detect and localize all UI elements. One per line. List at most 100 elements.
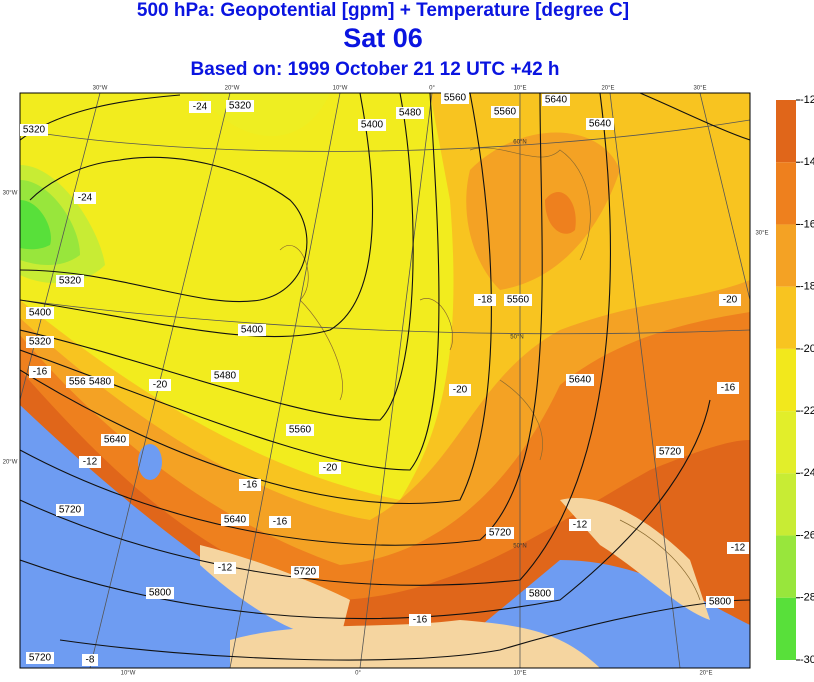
contour-label-bg [211,370,239,382]
contour-label-bg [26,336,54,348]
contour-label: 5800 [529,589,552,600]
graticule-label: 0° [429,86,435,92]
contour-label-bg [526,588,554,600]
contour-label-bg [542,94,570,106]
graticule-label: 50°N [510,335,523,341]
contour-label-bg [226,100,254,112]
contour-label-bg [569,519,591,531]
contour-label: 5640 [224,515,247,526]
contour-label: 5720 [59,505,82,516]
contour-label-bg [74,192,96,204]
contour-label-bg [56,504,84,516]
subtitle: Sat 06 [343,23,423,53]
contour-label-bg [441,92,469,104]
contour-label: -24 [78,193,93,204]
contour-label-bg [396,107,424,119]
contour-label: -16 [413,615,428,626]
legend-label: -12 [800,94,814,106]
legend-label: -16 [800,218,814,230]
contour-label-bg [82,654,98,666]
contour-label: -12 [83,457,98,468]
graticule-label: 20°E [601,86,614,92]
contour-label: 5480 [399,108,422,119]
graticule-label: 20°E [699,671,712,677]
contour-label-bg [491,106,519,118]
contour-label: -20 [323,463,338,474]
contour-label: -8 [86,655,95,666]
contour-label-bg [319,462,341,474]
contour-label-bg [221,514,249,526]
contour-label-bg [586,118,614,130]
legend-label: -22 [800,405,814,417]
contour-label-bg [566,374,594,386]
contour-label: 5320 [23,125,46,136]
contour-label-bg [504,294,532,306]
graticule-label: 20°W [3,460,18,466]
contour-label-bg [269,516,291,528]
legend-swatch [776,162,796,225]
contour-label-bg [239,479,261,491]
contour-label: 5560 [444,93,467,104]
title: 500 hPa: Geopotential [gpm] + Temperatur… [137,0,629,21]
contour-label: -16 [243,480,258,491]
contour-label: 5320 [229,101,252,112]
contour-label-bg [409,614,431,626]
contour-label-bg [706,596,734,608]
graticule-label: 30°W [3,191,18,197]
legend-label: -20 [800,343,814,355]
contour-label: 5400 [361,120,384,131]
contour-label: -18 [478,295,493,306]
contour-label: 5560 [494,107,517,118]
legend-swatch [776,348,796,412]
contour-label: 5800 [709,597,732,608]
legend-label: -18 [800,281,814,293]
temp-field [20,200,51,250]
contour-label-bg [26,652,54,664]
contour-label: 5320 [59,276,82,287]
graticule-label: 30°E [755,231,768,237]
contour-label: 5640 [104,435,127,446]
contour-label: -16 [273,517,288,528]
legend-swatch [776,286,796,349]
contour-label-bg [719,294,741,306]
legend-swatch [776,535,796,598]
legend-swatch [776,597,796,660]
contour-label: 5720 [489,528,512,539]
contour-label: 5640 [545,95,568,106]
geopotential-isoline [20,93,750,661]
contour-label-bg [717,382,739,394]
contour-label: 5400 [29,308,52,319]
contour-label: -16 [33,367,48,378]
graticule-label: 60°N [513,140,526,146]
contour-label-bg [56,275,84,287]
legend-label: -26 [800,529,814,541]
contour-label: 5480 [214,371,237,382]
legend-swatch [776,224,796,287]
cold-sea [20,405,750,668]
contour-label: -12 [731,543,746,554]
contour-label: -16 [721,383,736,394]
contour-label: 5560 [507,295,530,306]
run-info: Based on: 1999 October 21 12 UTC +42 h [190,59,559,80]
contour-label: -12 [218,563,233,574]
contour-label-bg [79,456,101,468]
contour-label-bg [26,307,54,319]
graticule-label: 10°E [513,86,526,92]
contour-label: 5480 [89,377,112,388]
legend-label: -14 [800,156,814,168]
legend-swatch [776,473,796,536]
contour-label: -20 [453,385,468,396]
contour-label-bg [286,424,314,436]
map [20,93,750,668]
contour-label: 5720 [659,447,682,458]
legend-label: -24 [800,467,814,479]
contour-label-bg [20,124,48,136]
contour-label-bg [189,101,211,113]
graticule-label: 10°W [121,671,136,677]
contour-label: -12 [573,520,588,531]
contour-label: 5800 [149,588,172,599]
cold-pocket [138,444,162,480]
contour-label-bg [474,294,496,306]
contour-label-bg [358,119,386,131]
